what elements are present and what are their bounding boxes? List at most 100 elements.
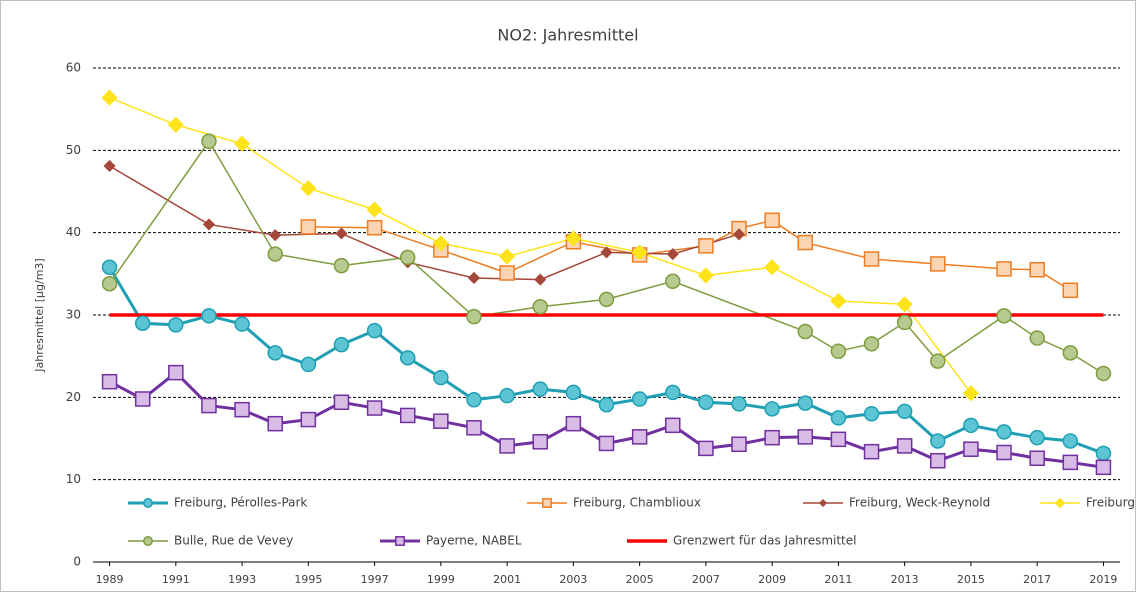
x-tick-label: 2015 <box>957 573 985 586</box>
y-tick-label: 60 <box>66 61 81 75</box>
marker <box>698 238 714 254</box>
x-tick-label: 2009 <box>758 573 786 586</box>
marker <box>532 434 548 450</box>
marker <box>1062 282 1079 299</box>
marker <box>1062 345 1079 361</box>
marker <box>432 235 449 252</box>
marker <box>267 415 283 432</box>
x-tick-label: 2013 <box>891 573 919 586</box>
marker <box>300 180 317 197</box>
marker <box>598 396 615 413</box>
marker <box>665 273 681 289</box>
marker <box>698 440 714 457</box>
marker <box>433 369 449 386</box>
marker <box>818 498 828 508</box>
marker <box>134 391 151 407</box>
marker <box>466 420 482 436</box>
marker <box>764 259 781 276</box>
legend-item: Grenzwert für das Jahresmittel <box>627 534 856 548</box>
marker <box>797 429 814 445</box>
marker <box>143 536 153 546</box>
marker <box>896 403 913 420</box>
series-line <box>109 96 972 394</box>
marker <box>666 248 679 261</box>
marker <box>269 229 282 242</box>
marker <box>963 441 979 457</box>
marker <box>366 400 383 416</box>
legend-label: Grenzwert für das Jahresmittel <box>673 534 856 548</box>
x-tick-label: 2019 <box>1089 573 1117 586</box>
marker <box>143 498 153 508</box>
marker <box>698 394 714 411</box>
legend-label: Freiburg, Pérolles-Park <box>174 496 307 510</box>
marker <box>665 384 681 401</box>
marker <box>996 444 1012 461</box>
y-tick-label: 50 <box>66 143 81 157</box>
marker <box>300 219 317 235</box>
marker <box>234 316 250 332</box>
marker <box>366 201 383 218</box>
legend-item: Freiburg, Chamblioux <box>527 496 701 510</box>
marker <box>1095 459 1112 476</box>
marker <box>395 536 405 546</box>
marker <box>201 308 217 324</box>
marker <box>830 410 847 426</box>
x-tick-label: 2001 <box>493 573 521 586</box>
marker <box>366 322 383 339</box>
marker <box>399 350 416 366</box>
marker <box>467 271 481 285</box>
legend-item: Freiburg, Pérolles-Park <box>128 496 307 510</box>
marker <box>863 406 880 422</box>
marker <box>930 452 946 469</box>
marker <box>267 345 283 361</box>
marker <box>565 384 582 401</box>
marker <box>101 259 118 275</box>
x-tick-label: 1995 <box>294 573 322 586</box>
marker <box>534 273 547 286</box>
marker <box>896 438 913 454</box>
x-tick-label: 1989 <box>96 573 124 586</box>
marker <box>631 391 648 407</box>
marker <box>267 246 283 262</box>
marker <box>797 323 814 340</box>
marker <box>1029 261 1045 278</box>
marker <box>830 292 847 310</box>
marker <box>963 417 979 434</box>
marker <box>731 436 747 453</box>
marker <box>532 299 548 315</box>
marker <box>134 315 151 331</box>
marker <box>101 373 118 390</box>
x-tick-label: 1999 <box>427 573 455 586</box>
marker <box>399 407 416 424</box>
marker <box>1095 445 1112 462</box>
marker <box>930 433 946 449</box>
marker <box>532 381 548 397</box>
marker <box>333 394 350 411</box>
marker <box>168 364 184 381</box>
legend-item: Freiburg, Burg-Quartier <box>1040 496 1136 510</box>
marker <box>830 431 847 448</box>
marker <box>168 317 184 333</box>
x-tick-label: 2003 <box>559 573 587 586</box>
marker <box>996 424 1012 440</box>
marker <box>103 159 116 173</box>
marker <box>863 443 880 460</box>
marker <box>1054 497 1066 509</box>
marker <box>830 343 847 359</box>
marker <box>499 438 515 454</box>
marker <box>764 429 780 446</box>
y-tick-label: 40 <box>66 225 81 239</box>
marker <box>433 413 449 429</box>
marker <box>896 314 913 331</box>
x-tick-label: 2005 <box>626 573 654 586</box>
legend-label: Freiburg, Chamblioux <box>573 496 701 510</box>
marker <box>962 385 979 402</box>
marker <box>466 392 482 408</box>
marker <box>366 219 383 236</box>
y-tick-label: 0 <box>73 555 81 569</box>
marker <box>234 401 250 418</box>
marker <box>863 336 880 352</box>
x-tick-label: 2007 <box>692 573 720 586</box>
marker <box>764 401 780 417</box>
marker <box>333 336 350 353</box>
